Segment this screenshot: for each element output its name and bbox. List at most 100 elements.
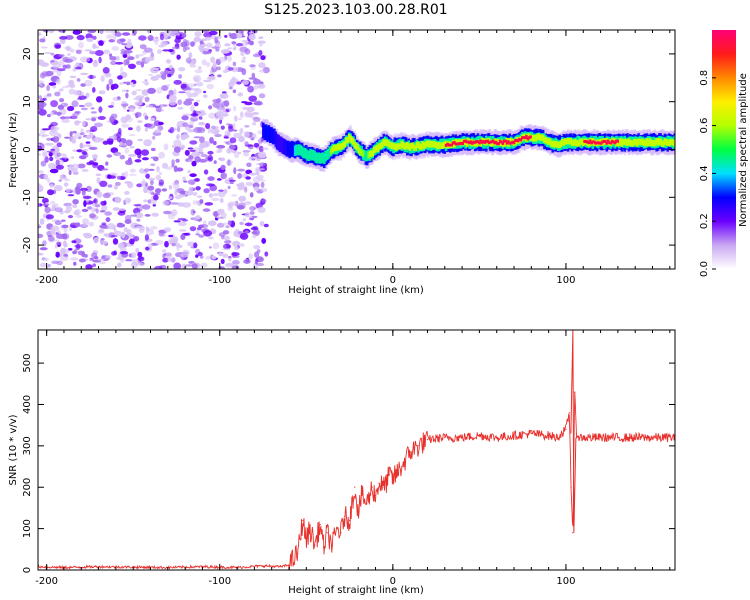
noise-speckle: [44, 206, 51, 214]
noise-speckle: [224, 43, 231, 47]
noise-speckle: [53, 184, 63, 192]
noise-speckle: [114, 196, 122, 204]
noise-speckle: [72, 199, 79, 205]
colorbar-label: Normalized spectral amplitude: [738, 73, 749, 227]
noise-speckle: [199, 199, 204, 204]
snr-x-label: Height of straight line (km): [288, 585, 424, 596]
snr-point: [444, 436, 446, 439]
noise-speckle: [101, 255, 105, 259]
noise-speckle: [40, 46, 48, 49]
ridge-cell: [378, 143, 381, 150]
snr-point: [418, 445, 420, 447]
noise-speckle: [109, 56, 118, 61]
noise-speckle: [78, 104, 86, 108]
ridge-cell: [485, 140, 488, 143]
ridge-cell: [464, 139, 467, 143]
noise-speckle: [212, 140, 217, 146]
noise-speckle: [85, 134, 93, 140]
noise-speckle: [252, 111, 259, 116]
noise-speckle: [137, 251, 143, 258]
noise-speckle: [129, 107, 135, 113]
noise-speckle: [212, 99, 221, 103]
noise-speckle: [158, 179, 165, 186]
noise-speckle: [70, 156, 75, 159]
ridge-cell: [604, 140, 607, 143]
ridge-cell: [352, 138, 355, 145]
noise-speckle: [198, 147, 204, 153]
ridge-cell: [371, 150, 374, 157]
noise-speckle: [55, 159, 60, 166]
noise-speckle: [208, 30, 218, 36]
noise-speckle: [193, 126, 202, 134]
noise-speckle: [155, 174, 161, 181]
noise-speckle: [153, 194, 159, 201]
noise-speckle: [225, 263, 234, 268]
noise-speckle: [105, 161, 109, 166]
noise-speckle: [69, 48, 75, 53]
noise-speckle: [174, 30, 179, 33]
noise-speckle: [94, 50, 104, 56]
noise-speckle: [258, 145, 264, 153]
snr-point: [513, 434, 515, 437]
ridge-cell: [534, 135, 538, 142]
snr-point: [309, 528, 311, 530]
ridge-cell: [302, 147, 305, 159]
noise-speckle: [105, 217, 111, 223]
ridge-cell: [299, 145, 302, 156]
noise-speckle: [236, 81, 242, 85]
noise-speckle: [229, 137, 237, 144]
ridge-cell: [608, 141, 611, 145]
ridge-cell: [548, 138, 552, 145]
noise-speckle: [98, 40, 104, 46]
noise-speckle: [181, 219, 189, 222]
noise-speckle: [257, 138, 262, 145]
spectrogram-x-tick-label: -100: [208, 275, 231, 286]
noise-speckle: [158, 44, 165, 48]
noise-speckle: [69, 83, 76, 89]
noise-speckle: [237, 92, 243, 97]
noise-speckle: [209, 137, 214, 144]
noise-speckle: [88, 146, 98, 150]
noise-speckle: [189, 140, 198, 145]
noise-speckle: [198, 234, 205, 238]
noise-speckle: [40, 160, 47, 167]
noise-speckle: [190, 104, 195, 112]
ridge-cell: [449, 143, 452, 147]
noise-speckle: [258, 93, 266, 99]
snr-point: [409, 451, 411, 453]
noise-speckle: [105, 255, 112, 259]
noise-speckle: [38, 59, 42, 65]
noise-speckle: [115, 61, 124, 65]
noise-speckle: [107, 223, 115, 230]
noise-speckle: [98, 228, 105, 233]
noise-speckle: [130, 214, 138, 217]
noise-speckle: [189, 149, 196, 152]
snr-point: [634, 436, 636, 439]
noise-speckle: [38, 203, 41, 207]
ridge-cell: [331, 146, 334, 153]
noise-speckle: [95, 208, 99, 214]
noise-speckle: [176, 134, 180, 140]
noise-speckle: [69, 131, 73, 137]
noise-speckle: [38, 80, 44, 83]
noise-speckle: [127, 181, 134, 189]
ridge-cell: [514, 139, 517, 146]
noise-speckle: [202, 220, 207, 225]
noise-speckle: [251, 231, 258, 235]
noise-speckle: [194, 69, 203, 74]
ridge-cell: [606, 139, 610, 143]
noise-speckle: [208, 112, 216, 119]
noise-speckle: [124, 171, 129, 178]
noise-speckle: [170, 257, 176, 263]
colorbar-bar: [712, 30, 736, 269]
noise-speckle: [138, 35, 147, 41]
noise-speckle: [104, 30, 114, 33]
colorbar-tick-label: 0.6: [699, 118, 710, 134]
noise-speckle: [121, 43, 127, 46]
noise-speckle: [47, 236, 55, 242]
noise-speckle: [116, 55, 120, 61]
noise-speckle: [247, 85, 255, 93]
noise-speckle: [229, 33, 239, 40]
noise-speckle: [248, 95, 257, 102]
noise-speckle: [200, 114, 204, 117]
